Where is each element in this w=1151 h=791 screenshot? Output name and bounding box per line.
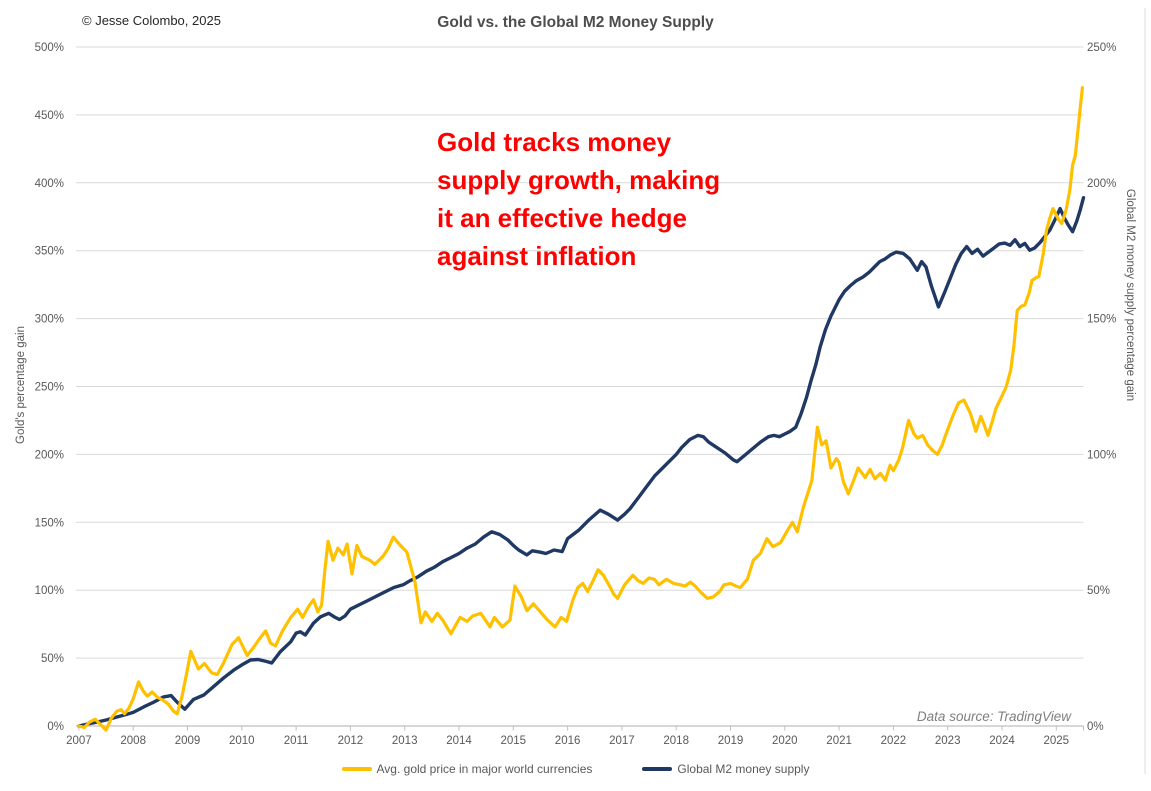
right-tick-label: 250%: [1087, 42, 1116, 54]
left-axis-labels: 0% 50% 100% 150% 200% 250% 300% 350% 400% 450% 500…: [35, 42, 64, 733]
gold-series-line: [77, 86, 1085, 732]
x-tick-label: 2022: [881, 735, 907, 747]
left-tick-label: 100%: [35, 585, 64, 597]
right-tick-label: 150%: [1087, 314, 1116, 326]
x-tick-label: 2012: [338, 735, 364, 747]
x-tick-label: 2013: [392, 735, 418, 747]
right-tick-label: 50%: [1087, 585, 1110, 597]
legend-label-gold: Avg. gold price in major world currencie…: [376, 762, 593, 776]
annotation-line: supply growth, making: [437, 165, 721, 195]
left-tick-label: 0%: [47, 721, 64, 733]
x-tick-label: 2014: [446, 735, 472, 747]
x-tick-label: 2010: [229, 735, 255, 747]
left-tick-label: 500%: [35, 42, 64, 54]
right-tick-label: 100%: [1087, 449, 1116, 461]
legend-label-m2: Global M2 money supply: [677, 762, 810, 776]
chart-legend: Avg. gold price in major world currencie…: [0, 762, 1151, 776]
x-tick-label: 2021: [826, 735, 852, 747]
left-tick-label: 200%: [35, 449, 64, 461]
legend-item-gold: Avg. gold price in major world currencie…: [341, 762, 593, 776]
m2-series-line: [77, 195, 1086, 728]
data-source-note: Data source: TradingView: [916, 709, 1071, 724]
left-tick-label: 150%: [35, 517, 64, 529]
annotation-line: against inflation: [437, 241, 637, 271]
copyright-note: © Jesse Colombo, 2025: [82, 13, 221, 28]
left-tick-label: 400%: [35, 178, 64, 190]
x-tick-label: 2015: [501, 735, 527, 747]
chart-title: Gold vs. the Global M2 Money Supply: [437, 14, 714, 31]
right-tick-label: 0%: [1087, 721, 1104, 733]
x-tick-label: 2020: [772, 735, 798, 747]
x-tick-label: 2008: [120, 735, 146, 747]
x-tick-label: 2011: [284, 735, 309, 747]
left-tick-label: 300%: [35, 314, 64, 326]
left-tick-label: 350%: [35, 246, 64, 258]
left-tick-label: 50%: [41, 653, 64, 665]
gold-line-swatch: [341, 767, 372, 771]
left-tick-label: 450%: [35, 110, 64, 122]
x-tick-label: 2016: [555, 735, 581, 747]
x-tick-label: 2023: [935, 735, 961, 747]
x-tick-label: 2019: [718, 735, 744, 747]
m2-line-swatch: [642, 767, 673, 771]
annotation-line: it an effective hedge: [437, 203, 687, 233]
legend-item-m2: Global M2 money supply: [642, 762, 809, 776]
right-axis-title: Global M2 money supply percentage gain: [1124, 189, 1136, 401]
x-tick-label: 2009: [175, 735, 201, 747]
left-tick-label: 250%: [35, 382, 64, 394]
annotation-line: Gold tracks money: [437, 127, 672, 157]
x-tick-label: 2017: [609, 735, 635, 747]
x-axis-labels: 2007 2008 2009 2010 2011 2012 2013 2014 2015 2016…: [66, 735, 1069, 747]
x-tick-label: 2018: [663, 735, 689, 747]
x-tick-label: 2024: [989, 735, 1015, 747]
x-tick-label: 2025: [1044, 735, 1070, 747]
gridlines: [76, 46, 1084, 659]
right-tick-label: 200%: [1087, 178, 1116, 190]
annotation-text: Gold tracks money supply growth, making it…: [437, 123, 720, 275]
left-axis-title: Gold's percentage gain: [15, 326, 27, 444]
x-tick-label: 2007: [66, 735, 92, 747]
right-axis-labels: 0% 50% 100% 150% 200% 250%: [1087, 42, 1116, 733]
x-axis: [76, 725, 1084, 731]
